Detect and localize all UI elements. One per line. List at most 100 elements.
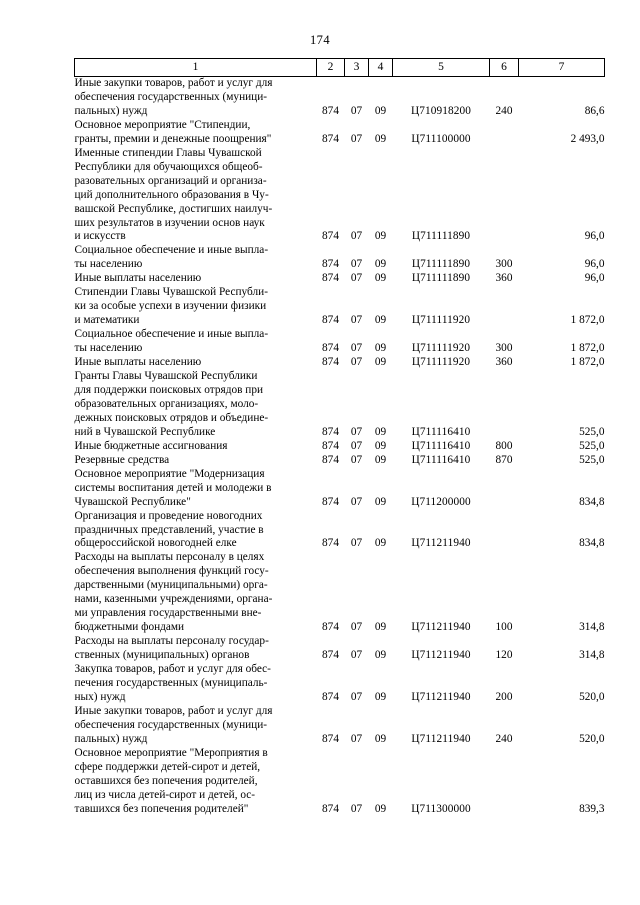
row-name-line: и искусств xyxy=(74,230,126,243)
row-vedomstvo: 874 xyxy=(322,272,339,285)
row-celevaya-statya: Ц711111920 xyxy=(411,356,471,369)
row-name-line: разовательных организаций и организа- xyxy=(74,174,267,187)
row-razdel: 07 xyxy=(350,272,363,285)
table-row: Социальное обеспечение и иные выпла-ты н… xyxy=(75,328,605,356)
row-vid-rashodov: 360 xyxy=(495,272,513,285)
row-name: Стипендии Главы Чувашской Республи-ки за… xyxy=(75,286,317,328)
row-name-line: Организация и проведение новогодних xyxy=(74,509,263,522)
row-name-line: бюджетными фондами xyxy=(74,621,185,634)
row-name: Основное мероприятие "Мероприятия в сфере… xyxy=(75,747,317,817)
row-podrazdel: 09 xyxy=(374,425,387,438)
row-name-line: обеспечения государственных (муници- xyxy=(74,90,268,103)
row-celevaya-statya: Ц711111920 xyxy=(411,314,471,327)
table-row: Основное мероприятие "Мероприятия в сфере… xyxy=(75,747,605,817)
row-vedomstvo: 874 xyxy=(322,732,339,745)
row-name: Именные стипендии Главы Чувашской Республ… xyxy=(75,147,317,245)
row-vid-rashodov xyxy=(490,747,519,817)
row-vedomstvo: 874 xyxy=(322,314,339,327)
column-header-7: 7 xyxy=(518,58,605,77)
table-row: Организация и проведение новогодних празд… xyxy=(75,510,605,552)
row-vedomstvo: 874 xyxy=(322,356,339,369)
row-name-line: вашской Республике, достигших наилуч- xyxy=(74,202,273,215)
row-celevaya-statya: Ц711211940 xyxy=(411,732,471,745)
row-summa: 1 872,0 xyxy=(570,356,605,369)
row-name-line: для поддержки поисковых отрядов при xyxy=(74,383,264,396)
row-razdel: 07 xyxy=(350,230,363,243)
row-name-line: Расходы на выплаты персоналу государ- xyxy=(74,635,269,648)
row-name-line: ки за особые успехи в изучении физики xyxy=(74,300,267,313)
row-podrazdel: 09 xyxy=(374,621,387,634)
table-row: Иные выплаты населению 874 07 09 Ц711111890 3… xyxy=(75,272,605,286)
row-name-line: Основное мероприятие "Модернизация xyxy=(74,467,265,480)
row-summa: 839,3 xyxy=(579,802,605,815)
row-podrazdel: 09 xyxy=(374,342,387,355)
page-number: 174 xyxy=(310,33,330,47)
row-celevaya-statya: Ц711116410 xyxy=(411,425,471,438)
row-name: Социальное обеспечение и иные выпла-ты н… xyxy=(75,244,317,272)
row-name: Гранты Главы Чувашской Республики для под… xyxy=(75,370,317,440)
row-summa: 2 493,0 xyxy=(570,132,605,145)
row-name-line: общероссийской новогодней елке xyxy=(74,537,237,550)
row-name-line: пальных) нужд xyxy=(74,732,148,745)
row-name: Организация и проведение новогодних празд… xyxy=(75,510,317,552)
row-razdel: 07 xyxy=(350,258,363,271)
row-vedomstvo: 874 xyxy=(322,425,339,438)
row-vedomstvo: 874 xyxy=(322,342,339,355)
row-razdel: 07 xyxy=(350,537,363,550)
row-celevaya-statya: Ц711211940 xyxy=(411,621,471,634)
row-vedomstvo: 874 xyxy=(322,104,339,117)
row-name-line: системы воспитания детей и молодежи в xyxy=(74,481,272,494)
row-vedomstvo: 874 xyxy=(322,649,339,662)
row-summa: 525,0 xyxy=(579,453,605,466)
row-name-line: образовательных организациях, моло- xyxy=(74,397,259,410)
table-header-row: 1 2 3 4 5 6 7 xyxy=(74,58,605,77)
row-summa: 314,8 xyxy=(579,621,605,634)
row-summa: 1 872,0 xyxy=(570,314,605,327)
row-name: Иные выплаты населению xyxy=(75,356,317,370)
row-name-line: Резервные средства xyxy=(74,453,170,466)
row-name-line: печения государственных (муниципаль- xyxy=(74,676,268,689)
row-vid-rashodov: 200 xyxy=(495,690,513,703)
row-celevaya-statya: Ц711211940 xyxy=(411,649,471,662)
row-name-line: Гранты Главы Чувашской Республики xyxy=(74,370,258,383)
row-name-line: Именные стипендии Главы Чувашской xyxy=(74,146,262,159)
row-name-line: дарственными (муниципальными) орга- xyxy=(74,579,268,592)
row-name: Иные закупки товаров, работ и услуг для о… xyxy=(75,77,317,119)
row-podrazdel: 09 xyxy=(374,272,387,285)
row-podrazdel: 09 xyxy=(374,104,387,117)
table-row: Гранты Главы Чувашской Республики для под… xyxy=(75,370,605,440)
row-summa: 314,8 xyxy=(579,649,605,662)
row-summa: 525,0 xyxy=(579,425,605,438)
row-name: Иные закупки товаров, работ и услуг для о… xyxy=(75,705,317,747)
row-name-line: Основное мероприятие "Мероприятия в xyxy=(74,746,268,759)
row-podrazdel: 09 xyxy=(374,537,387,550)
table-row: Основное мероприятие "Стипендии, гранты, … xyxy=(75,119,605,147)
row-name-line: праздничных представлений, участие в xyxy=(74,523,264,536)
row-razdel: 07 xyxy=(350,453,363,466)
row-name-line: Основное мероприятие "Стипендии, xyxy=(74,118,251,131)
row-summa: 520,0 xyxy=(579,732,605,745)
row-celevaya-statya: Ц711211940 xyxy=(411,690,471,703)
row-summa: 525,0 xyxy=(579,439,605,452)
row-vid-rashodov: 100 xyxy=(495,621,513,634)
column-header-4: 4 xyxy=(368,58,393,77)
row-vid-rashodov xyxy=(490,119,519,147)
table-row: Резервные средства 874 07 09 Ц711116410 870 52… xyxy=(75,454,605,468)
row-celevaya-statya: Ц711300000 xyxy=(411,802,471,815)
row-name-line: Стипендии Главы Чувашской Республи- xyxy=(74,286,268,299)
row-name-line: ций дополнительного образования в Чу- xyxy=(74,188,269,201)
row-vedomstvo: 874 xyxy=(322,537,339,550)
row-celevaya-statya: Ц711111920 xyxy=(411,342,471,355)
row-razdel: 07 xyxy=(350,802,363,815)
row-razdel: 07 xyxy=(350,356,363,369)
row-summa: 96,0 xyxy=(584,230,605,243)
row-name-line: ми управления государственными вне- xyxy=(74,607,262,620)
row-name-line: ших результатов в изучении основ наук xyxy=(74,216,265,229)
row-name-line: нами, казенными учреждениями, органа- xyxy=(74,593,273,606)
row-name-line: Социальное обеспечение и иные выпла- xyxy=(74,244,269,257)
row-vid-rashodov xyxy=(490,370,519,440)
row-razdel: 07 xyxy=(350,104,363,117)
row-name-line: Иные бюджетные ассигнования xyxy=(74,439,228,452)
row-razdel: 07 xyxy=(350,132,363,145)
row-vid-rashodov xyxy=(490,147,519,245)
